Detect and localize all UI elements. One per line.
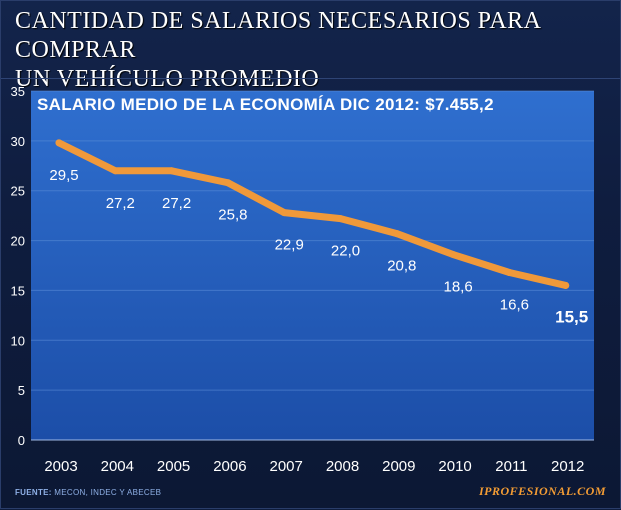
brand-logo: IPROFESIONAL.COM: [478, 484, 606, 498]
data-point: [55, 139, 63, 147]
x-tick-label: 2009: [382, 458, 415, 475]
source-note: FUENTE: MECON, INDEC Y ABECEB: [15, 488, 161, 497]
y-tick-label: 0: [18, 433, 25, 448]
x-tick-label: 2010: [438, 458, 471, 475]
data-label: 25,8: [218, 207, 247, 224]
data-label: 18,6: [443, 279, 472, 296]
y-tick-label: 35: [11, 84, 25, 99]
data-point: [393, 230, 401, 238]
data-label: 16,6: [500, 296, 529, 313]
data-point: [505, 268, 513, 276]
source-text: MECON, INDEC Y ABECEB: [54, 488, 162, 497]
data-point: [562, 281, 570, 289]
data-label: 22,9: [275, 237, 304, 254]
y-tick-label: 15: [11, 283, 25, 298]
plot-area: [31, 91, 594, 440]
data-label: 15,5: [555, 307, 588, 326]
data-point: [111, 167, 119, 175]
data-point: [337, 215, 344, 223]
title-line-2: UN VEHÍCULO PROMEDIO: [15, 66, 320, 92]
data-point: [449, 251, 457, 259]
title-divider: [1, 78, 620, 79]
x-tick-label: 2011: [495, 458, 527, 475]
data-label: 22,0: [331, 243, 360, 260]
x-tick-label: 2005: [157, 458, 190, 475]
y-tick-label: 30: [11, 134, 25, 149]
x-tick-label: 2004: [101, 458, 134, 475]
data-label: 29,5: [49, 167, 78, 184]
x-tick-label: 2007: [270, 458, 303, 475]
data-point: [168, 167, 176, 175]
x-tick-label: 2008: [326, 458, 359, 475]
y-tick-label: 10: [11, 333, 25, 348]
chart-subtitle: SALARIO MEDIO DE LA ECONOMÍA DIC 2012: $…: [37, 95, 494, 114]
data-label: 27,2: [162, 195, 191, 212]
source-label: FUENTE:: [15, 488, 52, 497]
y-tick-label: 20: [11, 234, 25, 249]
y-tick-label: 25: [11, 184, 25, 199]
data-label: 27,2: [106, 195, 135, 212]
y-tick-label: 5: [18, 383, 25, 398]
data-point: [224, 179, 232, 187]
data-point: [280, 209, 288, 217]
data-label: 20,8: [387, 258, 416, 275]
x-tick-label: 2012: [551, 458, 584, 475]
x-tick-label: 2003: [44, 458, 77, 475]
title-line-1: CANTIDAD DE SALARIOS NECESARIOS PARA COM…: [15, 8, 541, 63]
series-line: [55, 139, 570, 289]
chart-title: CANTIDAD DE SALARIOS NECESARIOS PARA COM…: [15, 7, 610, 94]
x-tick-label: 2006: [213, 458, 246, 475]
